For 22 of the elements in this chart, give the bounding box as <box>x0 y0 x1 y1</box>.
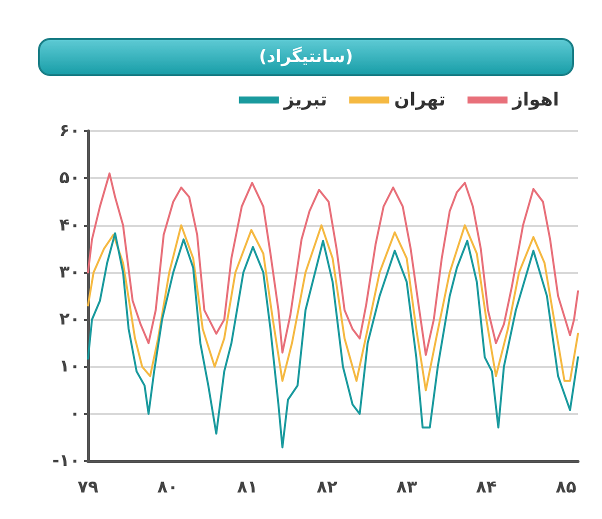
y-tick-label: ۶۰ <box>59 121 80 141</box>
y-tick-label: ۲۰ <box>59 310 80 330</box>
line-series <box>87 224 579 392</box>
x-tick-label: ۷۹ <box>78 478 99 498</box>
x-tick-label: ۸۴ <box>476 478 497 498</box>
y-tick-label: ۴۰ <box>59 215 80 236</box>
line-series <box>87 232 579 448</box>
y-tick-label: ۵۰ <box>59 168 80 188</box>
y-tick-label: -۱۰ <box>52 451 80 471</box>
line-series <box>87 172 579 356</box>
x-tick-label: ۸۵ <box>556 478 576 498</box>
y-tick-label: ۱۰ <box>59 356 80 377</box>
y-tick-label: ۳۰ <box>59 262 80 282</box>
legend-label: تهران <box>394 90 446 110</box>
x-tick-label: ۸۲ <box>316 478 338 498</box>
x-tick-label: ۸۳ <box>396 478 418 498</box>
chart-title: (سانتیگراد) <box>38 38 574 76</box>
legend-label: تبریز <box>282 90 328 110</box>
x-tick-label: ۸۱ <box>236 478 258 498</box>
legend-label: اهواز <box>512 90 559 110</box>
x-tick-label: ۸۰ <box>157 478 178 498</box>
y-tick-label: ۰ <box>70 404 80 424</box>
